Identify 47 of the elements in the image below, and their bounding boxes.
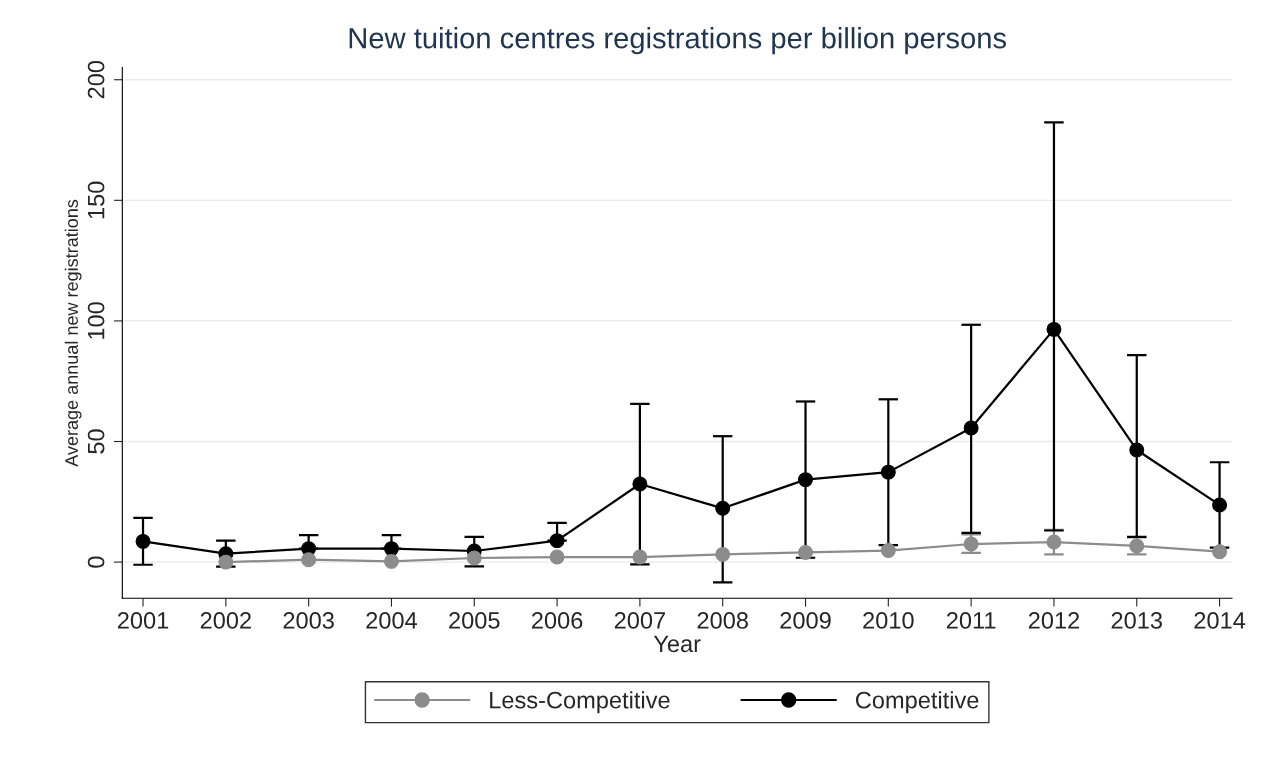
x-tick-label: 2010 [863, 612, 914, 629]
point [798, 472, 813, 488]
point [715, 546, 731, 562]
y-tick-label: 50 [87, 429, 105, 454]
y-tick-label: 200 [87, 60, 105, 99]
y-axis-title: Average annual new registrations [64, 199, 82, 467]
point [1129, 442, 1145, 458]
x-tick-label: 2011 [946, 612, 996, 629]
point [1212, 497, 1228, 513]
x-tick-label: 2005 [449, 612, 500, 629]
x-tick-label: 2014 [1194, 612, 1246, 629]
point [880, 464, 896, 480]
x-tick-label: 2007 [614, 612, 665, 629]
point [715, 500, 731, 516]
x-tick-label: 2002 [200, 612, 251, 629]
y-tick-label: 100 [87, 302, 105, 339]
point [963, 536, 979, 552]
x-tick-label: 2009 [780, 612, 831, 629]
point [1046, 534, 1062, 550]
legend-label: Competitive [855, 691, 979, 714]
point [880, 543, 896, 558]
point [549, 549, 565, 565]
point [632, 549, 648, 565]
x-tick-label: 2003 [283, 612, 334, 629]
point [218, 554, 234, 570]
point [466, 550, 482, 566]
point [963, 420, 979, 436]
x-tick-label: 2004 [366, 612, 418, 629]
x-axis-title: Year [653, 635, 701, 653]
chart-title: New tuition centres registrations per billion persons [349, 27, 1007, 55]
x-tick-label: 2001 [117, 612, 169, 629]
point [383, 541, 399, 557]
point [1212, 544, 1228, 560]
y-tick-label: 150 [87, 181, 105, 219]
point [798, 544, 813, 560]
x-tick-label: 2006 [532, 612, 583, 629]
point [383, 553, 399, 569]
legend-label: Less-Competitive [490, 691, 670, 714]
y-tick-label: 0 [87, 556, 105, 568]
point [135, 533, 151, 549]
point [301, 552, 317, 568]
x-tick-label: 2013 [1111, 612, 1162, 629]
point [1046, 321, 1062, 337]
point [632, 476, 648, 492]
x-tick-label: 2008 [697, 612, 748, 629]
x-tick-label: 2012 [1028, 612, 1080, 629]
point [549, 533, 565, 549]
